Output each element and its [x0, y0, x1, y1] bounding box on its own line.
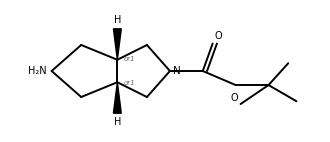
Text: O: O: [215, 31, 222, 41]
Polygon shape: [114, 82, 121, 113]
Text: or1: or1: [124, 56, 136, 62]
Text: H₂N: H₂N: [28, 66, 47, 76]
Text: or1: or1: [124, 80, 136, 86]
Polygon shape: [114, 29, 121, 60]
Text: H: H: [114, 15, 121, 25]
Text: N: N: [173, 66, 180, 76]
Text: H: H: [114, 117, 121, 127]
Text: O: O: [230, 93, 238, 103]
